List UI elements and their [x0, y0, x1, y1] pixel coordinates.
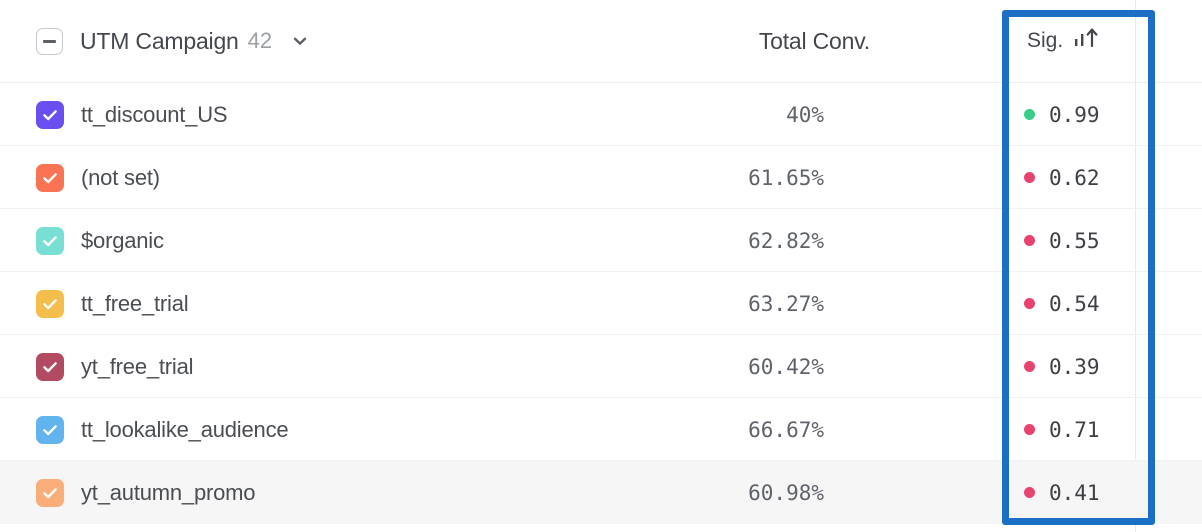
column-header-significance-label: Sig.: [1027, 29, 1064, 52]
check-icon: [43, 298, 57, 309]
cell-significance: 0.41: [1024, 461, 1100, 524]
row-checkbox[interactable]: [36, 163, 64, 192]
minus-glyph: [43, 39, 56, 43]
row-label-group: tt_free_trial: [36, 272, 189, 335]
check-icon: [43, 361, 57, 372]
table-row[interactable]: (not set) 61.65% 0.62: [0, 146, 1202, 209]
significance-status-dot: [1024, 487, 1035, 498]
cell-significance: 0.55: [1024, 209, 1100, 272]
significance-value: 0.71: [1049, 417, 1100, 442]
significance-status-dot: [1024, 235, 1035, 246]
row-label-text: tt_lookalike_audience: [81, 416, 289, 442]
row-label-group: (not set): [36, 146, 160, 209]
cell-significance: 0.71: [1024, 398, 1100, 461]
row-label-text: tt_free_trial: [81, 290, 189, 316]
table-row[interactable]: yt_free_trial 60.42% 0.39: [0, 335, 1202, 398]
cell-total-conv: 63.27%: [748, 291, 824, 316]
row-label-group: yt_autumn_promo: [36, 461, 256, 524]
sort-ascending-bars-icon: [1073, 26, 1101, 56]
column-divider: [1135, 0, 1136, 532]
table-row[interactable]: tt_free_trial 63.27% 0.54: [0, 272, 1202, 335]
row-label-text: yt_autumn_promo: [81, 479, 256, 505]
row-label-group: tt_discount_US: [36, 83, 228, 146]
significance-status-dot: [1024, 109, 1035, 120]
cell-total-conv: 40%: [786, 102, 824, 127]
table-row[interactable]: tt_lookalike_audience 66.67% 0.71: [0, 398, 1202, 461]
table-row[interactable]: $organic 62.82% 0.55: [0, 209, 1202, 272]
row-checkbox[interactable]: [36, 478, 64, 507]
page-title: UTM Campaign: [80, 27, 239, 54]
column-header-total-conv[interactable]: Total Conv.: [758, 27, 870, 54]
row-label-group: yt_free_trial: [36, 335, 194, 398]
row-checkbox[interactable]: [36, 100, 64, 129]
significance-status-dot: [1024, 172, 1035, 183]
cell-total-conv: 66.67%: [748, 417, 824, 442]
cell-total-conv: 60.98%: [748, 480, 824, 505]
row-checkbox[interactable]: [36, 352, 64, 381]
significance-value: 0.62: [1049, 165, 1100, 190]
minus-icon[interactable]: [36, 27, 63, 55]
check-icon: [43, 172, 57, 183]
cell-significance: 0.62: [1024, 146, 1100, 209]
significance-status-dot: [1024, 298, 1035, 309]
check-icon: [43, 424, 57, 435]
check-icon: [43, 487, 57, 498]
row-label-text: tt_discount_US: [81, 101, 228, 127]
significance-status-dot: [1024, 424, 1035, 435]
row-label-text: yt_free_trial: [81, 353, 194, 379]
chevron-down-icon[interactable]: [291, 32, 309, 50]
table-row[interactable]: yt_autumn_promo 60.98% 0.41: [0, 461, 1202, 524]
row-checkbox[interactable]: [36, 415, 64, 444]
row-label-text: (not set): [81, 164, 160, 190]
check-icon: [43, 235, 57, 246]
cell-total-conv: 62.82%: [748, 228, 824, 253]
cell-significance: 0.99: [1024, 83, 1100, 146]
significance-value: 0.54: [1049, 291, 1100, 316]
row-checkbox[interactable]: [36, 226, 64, 255]
row-label-group: $organic: [36, 209, 164, 272]
cell-total-conv: 60.42%: [748, 354, 824, 379]
row-label-text: $organic: [81, 227, 164, 253]
significance-value: 0.39: [1049, 354, 1100, 379]
table-body: tt_discount_US 40% 0.99 (not set) 61.65% 0.62…: [0, 83, 1202, 524]
significance-value: 0.41: [1049, 480, 1100, 505]
cell-total-conv: 61.65%: [748, 165, 824, 190]
row-checkbox[interactable]: [36, 289, 64, 318]
dimension-header-group: UTM Campaign 42: [0, 27, 309, 55]
column-header-significance[interactable]: Sig.: [1027, 26, 1101, 56]
table-row[interactable]: tt_discount_US 40% 0.99: [0, 83, 1202, 146]
cell-significance: 0.54: [1024, 272, 1100, 335]
row-label-group: tt_lookalike_audience: [36, 398, 289, 461]
table-header-row: UTM Campaign 42 Total Conv. Sig.: [0, 0, 1202, 83]
check-icon: [43, 109, 57, 120]
dimension-count: 42: [247, 28, 273, 53]
significance-value: 0.55: [1049, 228, 1100, 253]
significance-value: 0.99: [1049, 102, 1100, 127]
significance-status-dot: [1024, 361, 1035, 372]
cell-significance: 0.39: [1024, 335, 1100, 398]
